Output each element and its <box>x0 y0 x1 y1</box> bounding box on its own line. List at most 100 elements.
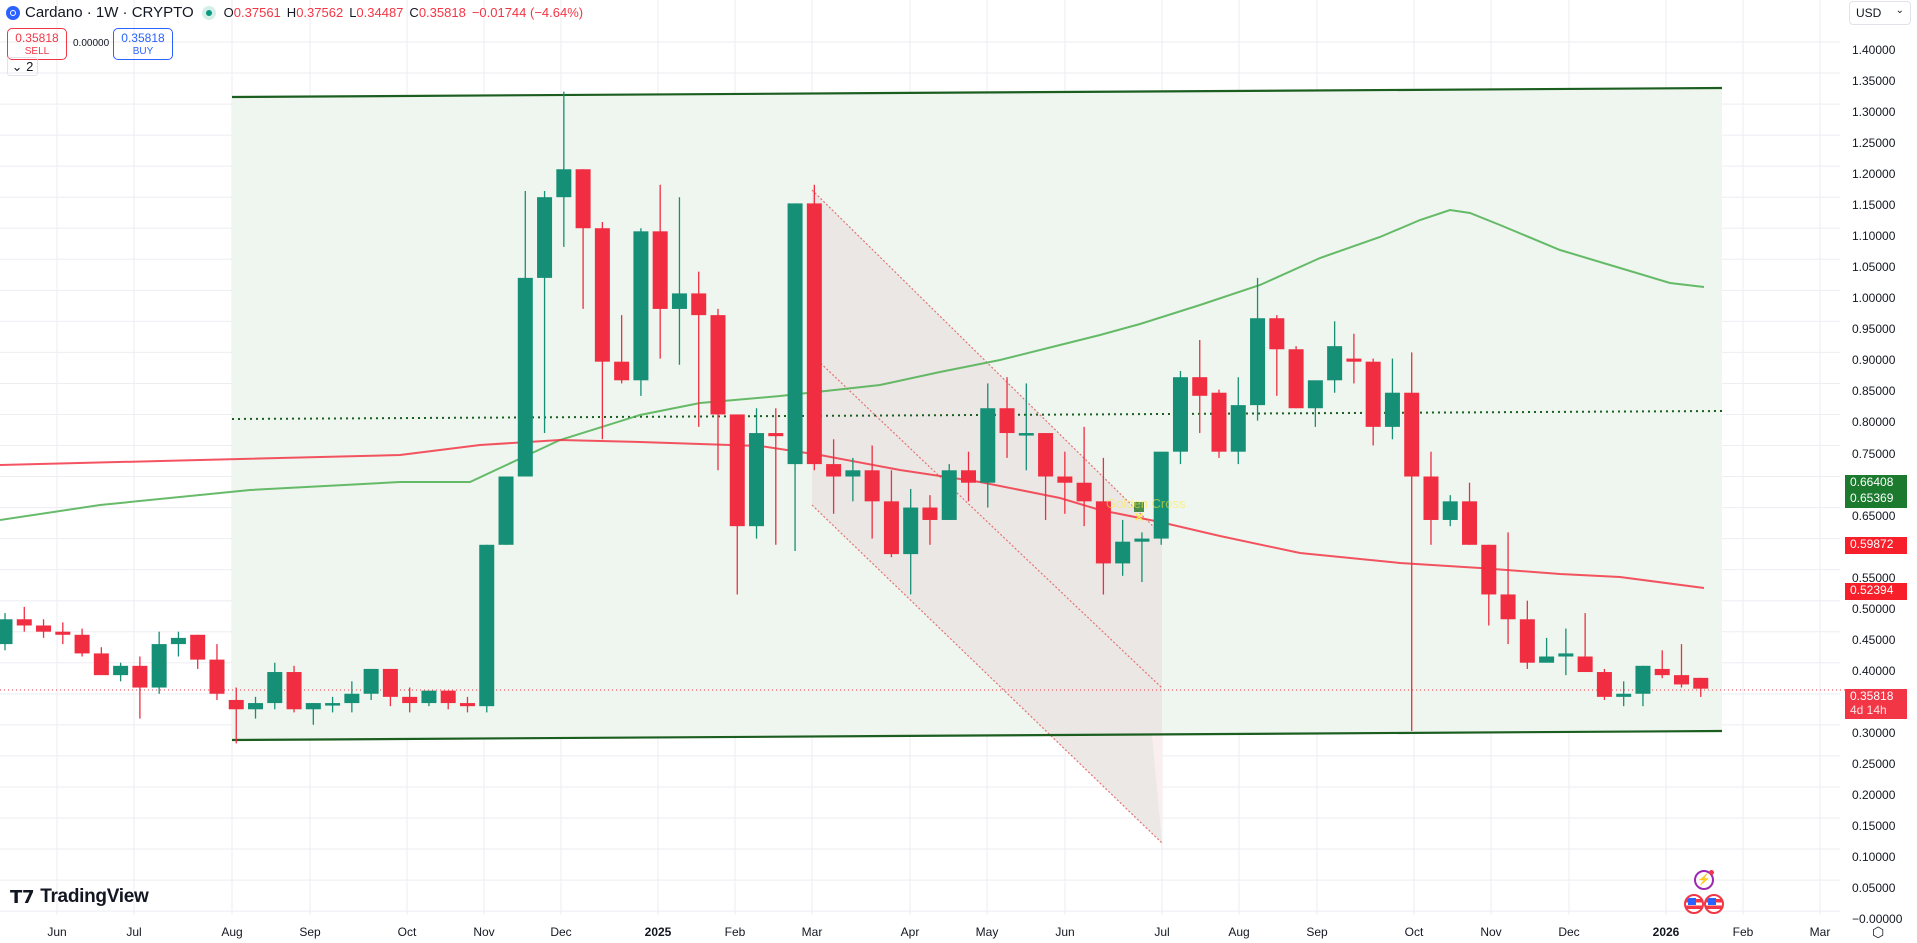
spread-value: 0.00000 <box>73 38 110 49</box>
candle-body <box>479 544 495 707</box>
ma-slow-line <box>0 438 1705 589</box>
ohlc-high: H0.37562 <box>286 5 344 20</box>
price-tick-label: 0.50000 <box>1852 601 1896 616</box>
time-tick-label: Nov <box>473 925 495 939</box>
symbol-header: Cardano · 1W · CRYPTO O0.37561 H0.37562 … <box>6 4 583 21</box>
candle-body <box>267 672 283 704</box>
golden-cross-x-icon: ✕ <box>1133 509 1145 525</box>
time-tick-label: Oct <box>1404 925 1424 939</box>
candle-body <box>113 665 129 676</box>
candle-body <box>749 433 765 527</box>
candle-body <box>1462 501 1478 545</box>
candle-body <box>1558 653 1574 657</box>
price-tick-label: 0.65000 <box>1852 508 1896 523</box>
channel-bottom-line <box>231 729 1723 742</box>
candle-body <box>402 696 418 704</box>
price-tag: 0.52394 <box>1845 583 1907 600</box>
price-tick-label: 0.15000 <box>1852 819 1896 833</box>
indicators-collapse-button[interactable]: ⌄ 2 <box>7 57 38 76</box>
candle-body <box>575 169 591 229</box>
candle-body <box>1365 361 1381 427</box>
time-tick-label: 2026 <box>1652 925 1680 939</box>
price-tick-label: 0.95000 <box>1852 322 1896 337</box>
candle-body <box>845 470 861 477</box>
us-flag-event-icon[interactable] <box>1704 894 1724 914</box>
event-bolt-icon[interactable]: ⚡ <box>1694 870 1714 890</box>
candle-body <box>382 668 398 697</box>
candle-body <box>1269 318 1285 350</box>
pitchfork-lower-fill <box>1152 735 1162 843</box>
price-tick-label: 0.05000 <box>1852 881 1896 896</box>
candle-body <box>16 619 32 626</box>
candle-body <box>980 408 996 483</box>
price-tag: 0.65369 <box>1845 491 1907 508</box>
golden-cross-marker <box>1134 502 1144 512</box>
candle-body <box>132 665 148 688</box>
currency-select[interactable]: USD ⌄ <box>1849 1 1911 25</box>
buy-price: 0.35818 <box>121 31 165 45</box>
candle-body <box>883 501 899 555</box>
candle-body <box>0 619 13 645</box>
candle-body <box>1500 594 1516 620</box>
price-tag: 0.59872 <box>1845 537 1907 554</box>
candle-body <box>1519 619 1535 663</box>
time-tick-label: Sep <box>1306 925 1328 939</box>
candle-body <box>1616 693 1632 697</box>
candle-body <box>1076 482 1092 502</box>
candle-body <box>1230 405 1246 452</box>
candle-body <box>344 693 360 704</box>
candle-body <box>1654 668 1670 676</box>
tradingview-logo-icon: 𝗧𝟳 <box>10 886 35 907</box>
time-tick-label: Mar <box>1809 925 1831 939</box>
price-tag: 0.66408 <box>1845 475 1907 492</box>
price-tick-label: −0.00000 <box>1852 912 1903 927</box>
settings-gear-icon[interactable]: ⬡ <box>1872 924 1885 940</box>
candle-body <box>1635 665 1651 694</box>
symbol-title[interactable]: Cardano · 1W · CRYPTO <box>25 4 194 21</box>
buy-label: BUY <box>132 46 154 57</box>
candle-body <box>1596 672 1612 697</box>
price-tick-label: 0.10000 <box>1852 850 1896 865</box>
time-tick-label: Jun <box>1055 925 1075 939</box>
candle-body <box>1115 541 1131 564</box>
chevron-down-icon: ⌄ <box>1895 5 1904 16</box>
buy-button[interactable]: 0.35818 BUY <box>113 28 173 60</box>
price-tick-label: 1.20000 <box>1852 167 1896 182</box>
candle-body <box>903 507 919 555</box>
candle-body <box>190 634 206 660</box>
candle-body <box>363 668 379 694</box>
candle-body <box>151 644 167 688</box>
price-tick-label: 1.05000 <box>1852 260 1896 275</box>
candle-body <box>209 659 225 694</box>
price-tick-label: 1.25000 <box>1852 136 1896 151</box>
time-tick-label: Dec <box>550 925 572 939</box>
candle-body <box>556 169 572 198</box>
tradingview-watermark[interactable]: 𝗧𝟳 TradingView <box>10 886 149 908</box>
candle-body <box>710 315 726 415</box>
candle-body <box>537 197 553 278</box>
price-tick-label: 0.30000 <box>1852 725 1896 740</box>
sell-button[interactable]: 0.35818 SELL <box>7 28 67 60</box>
price-tick-label: 1.10000 <box>1852 229 1896 244</box>
candle-body <box>305 703 321 710</box>
candle-body <box>633 231 649 381</box>
candle-body <box>517 277 533 477</box>
candle-body <box>826 464 842 477</box>
currency-value: USD <box>1856 6 1882 20</box>
price-tick-label: 0.45000 <box>1852 632 1896 647</box>
time-tick-label: Nov <box>1480 925 1502 939</box>
time-tick-label: Feb <box>1732 925 1754 939</box>
ohlc-open: O0.37561 <box>223 5 281 20</box>
candle-body <box>1481 544 1497 595</box>
resistance-dotted-line <box>231 410 1723 420</box>
candle-body <box>498 476 514 545</box>
candle-body <box>1539 656 1555 663</box>
price-tick-label: 0.80000 <box>1852 415 1896 430</box>
candle-body <box>941 470 957 520</box>
candle-body <box>1307 380 1323 409</box>
us-flag-event-icon[interactable] <box>1684 894 1704 914</box>
candle-body <box>1442 501 1458 520</box>
candle-body <box>1384 392 1400 427</box>
candle-body <box>1404 392 1420 477</box>
